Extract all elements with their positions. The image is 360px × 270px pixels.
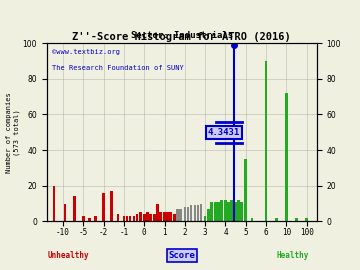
Bar [244, 159, 247, 221]
Bar [275, 218, 278, 221]
Bar [174, 214, 176, 221]
Bar [240, 202, 243, 221]
Bar [234, 202, 237, 221]
Bar [136, 214, 139, 221]
Bar [194, 205, 196, 221]
Bar [184, 207, 186, 221]
Bar [146, 212, 149, 221]
Bar [237, 200, 240, 221]
Bar [224, 200, 227, 221]
Bar [305, 218, 308, 221]
Text: Healthy: Healthy [276, 251, 309, 260]
Bar [295, 218, 298, 221]
Bar [220, 200, 223, 221]
Bar [210, 202, 212, 221]
Text: Sector: Industrials: Sector: Industrials [131, 31, 233, 40]
Bar [200, 204, 202, 221]
Bar [53, 186, 55, 221]
Bar [214, 202, 217, 221]
Bar [156, 204, 159, 221]
Bar [139, 212, 141, 221]
Bar [176, 209, 179, 221]
Text: Unhealthy: Unhealthy [48, 251, 89, 260]
Text: The Research Foundation of SUNY: The Research Foundation of SUNY [52, 65, 184, 70]
Text: Score: Score [168, 251, 195, 260]
Text: ©www.textbiz.org: ©www.textbiz.org [52, 49, 120, 55]
Bar [186, 207, 189, 221]
Bar [159, 212, 162, 221]
Bar [82, 216, 85, 221]
Bar [217, 202, 220, 221]
Bar [129, 216, 131, 221]
Bar [227, 202, 230, 221]
Bar [190, 205, 192, 221]
Bar [149, 214, 152, 221]
Bar [88, 218, 91, 221]
Bar [102, 193, 105, 221]
Bar [265, 61, 267, 221]
Bar [285, 93, 288, 221]
Bar [126, 216, 128, 221]
Y-axis label: Number of companies
(573 total): Number of companies (573 total) [6, 92, 20, 173]
Bar [204, 216, 207, 221]
Title: Z''-Score Histogram for ATRO (2016): Z''-Score Histogram for ATRO (2016) [72, 32, 291, 42]
Bar [251, 218, 253, 221]
Bar [64, 204, 66, 221]
Bar [207, 209, 210, 221]
Bar [94, 216, 97, 221]
Bar [123, 216, 125, 221]
Bar [197, 205, 199, 221]
Bar [163, 212, 166, 221]
Bar [153, 214, 156, 221]
Bar [180, 209, 182, 221]
Bar [143, 214, 145, 221]
Bar [73, 197, 76, 221]
Bar [169, 212, 172, 221]
Bar [117, 214, 119, 221]
Bar [133, 216, 135, 221]
Bar [230, 200, 233, 221]
Text: 4.3431: 4.3431 [208, 128, 240, 137]
Bar [111, 191, 113, 221]
Bar [166, 212, 169, 221]
